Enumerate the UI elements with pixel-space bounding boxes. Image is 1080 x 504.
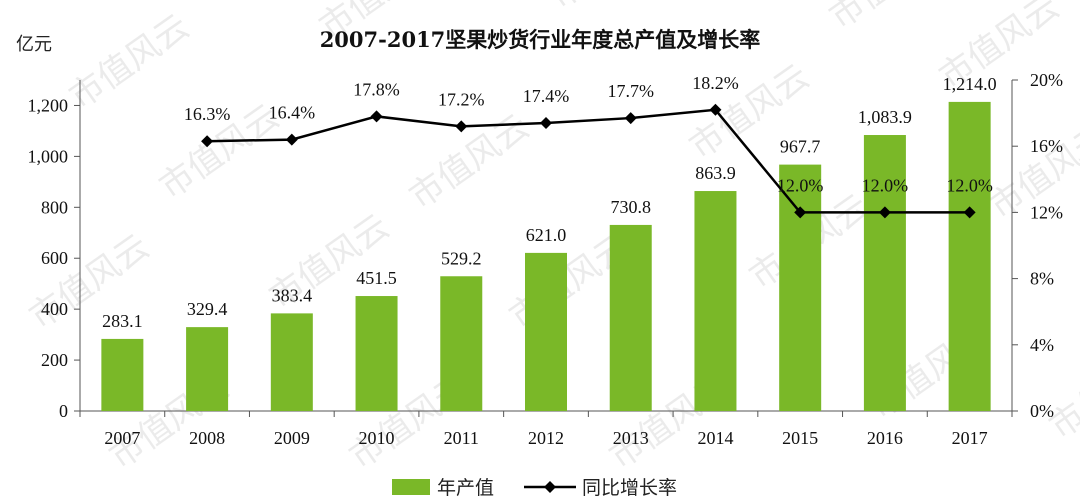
x-tick-label: 2012: [528, 428, 564, 448]
left-tick-label: 600: [41, 248, 68, 268]
line-value-label: 17.8%: [353, 79, 400, 99]
line-value-label: 16.3%: [184, 104, 231, 124]
left-tick-label: 200: [41, 350, 68, 370]
line-point-2014: [709, 103, 722, 116]
x-tick-label: 2014: [697, 428, 733, 448]
bar-value-label: 863.9: [695, 163, 736, 183]
line-value-label: 17.4%: [523, 86, 570, 106]
bar-2011: [440, 276, 483, 411]
line-value-labels: 16.3% 16.4% 17.8% 17.2% 17.4% 17.7% 18.2% 12.0%…: [184, 73, 993, 196]
x-tick-label: 2016: [867, 428, 903, 448]
x-tick-label: 2008: [189, 428, 225, 448]
x-tick-label: 2009: [274, 428, 310, 448]
left-y-axis: 0 200 400 600 800 1,000 1,200: [28, 80, 81, 421]
watermark-text: 市值风云: [542, 0, 676, 17]
x-tick-label: 2015: [782, 428, 818, 448]
x-tick-label: 2017: [952, 428, 988, 448]
left-tick-label: 0: [59, 401, 68, 421]
x-tick-label: 2011: [444, 428, 479, 448]
bar-series: [101, 101, 991, 412]
legend: 年产值 同比增长率: [392, 477, 677, 499]
chart-title: 2007-2017坚果炒货行业年度总产值及增长率: [320, 27, 761, 52]
bar-2015: [779, 164, 822, 411]
line-point-2012: [540, 117, 552, 130]
legend-label-line: 同比增长率: [582, 477, 677, 499]
left-tick-label: 1,000: [28, 146, 69, 166]
bar-value-label: 1,083.9: [858, 107, 912, 127]
bar-2016: [863, 135, 906, 411]
bar-2010: [355, 296, 398, 411]
legend-swatch-bar: [392, 479, 430, 495]
bar-value-label: 329.4: [187, 299, 228, 319]
line-value-label: 12.0%: [777, 175, 824, 195]
bar-2009: [270, 313, 313, 411]
right-tick-label: 16%: [1030, 136, 1063, 156]
line-point-2011: [455, 120, 468, 133]
bar-2014: [694, 191, 737, 411]
legend-label-bar: 年产值: [437, 477, 494, 499]
left-tick-label: 1,200: [28, 95, 69, 115]
x-tick-label: 2013: [613, 428, 649, 448]
bar-value-label: 621.0: [526, 225, 567, 245]
y-axis-unit-label: 亿元: [16, 34, 52, 55]
watermark-text: 市值风云: [62, 7, 196, 118]
x-axis: 2007 2008 2009 2010 2011 2012 2013 2014 2015 2016…: [79, 410, 1013, 448]
line-value-label: 18.2%: [692, 73, 739, 93]
bar-value-label: 529.2: [441, 248, 482, 268]
right-tick-label: 20%: [1030, 70, 1063, 90]
bar-value-label: 1,214.0: [943, 74, 997, 94]
line-value-label: 17.2%: [438, 89, 485, 109]
right-tick-label: 12%: [1030, 202, 1063, 222]
line-point-2017: [963, 206, 976, 219]
bar-2007: [101, 338, 144, 411]
right-tick-label: 8%: [1030, 269, 1054, 289]
right-y-axis: 0% 4% 8% 12% 16% 20%: [1011, 70, 1063, 421]
bar-2008: [186, 327, 229, 411]
line-value-label: 12.0%: [862, 175, 909, 195]
line-value-label: 12.0%: [946, 175, 993, 195]
line-point-2010: [370, 110, 383, 123]
bar-value-label: 451.5: [356, 268, 397, 288]
line-value-label: 17.7%: [607, 81, 654, 101]
growth-rate-line: [207, 108, 970, 214]
bar-value-label: 383.4: [272, 285, 313, 305]
left-tick-label: 400: [41, 299, 68, 319]
line-point-2008: [201, 135, 214, 148]
x-tick-label: 2007: [104, 428, 140, 448]
bar-value-label: 283.1: [102, 311, 143, 331]
x-tick-label: 2010: [359, 428, 395, 448]
bar-2017: [948, 101, 991, 412]
right-tick-label: 4%: [1030, 335, 1054, 355]
left-tick-label: 800: [41, 197, 68, 217]
legend-swatch-marker: [544, 481, 556, 493]
line-point-2013: [624, 112, 637, 125]
line-point-2015: [794, 206, 807, 219]
bar-2013: [609, 224, 652, 411]
line-series: [201, 103, 976, 219]
line-point-2009: [285, 133, 298, 146]
bar-value-labels: 283.1 329.4 383.4 451.5 529.2 621.0 730.8 863.9…: [102, 74, 997, 331]
bar-value-label: 730.8: [610, 197, 651, 217]
right-tick-label: 0%: [1030, 401, 1054, 421]
line-value-label: 16.4%: [269, 103, 316, 123]
watermark-text: 市值风云: [822, 0, 956, 37]
bar-2012: [525, 252, 567, 411]
bar-value-label: 967.7: [780, 137, 821, 157]
line-point-2016: [878, 206, 891, 219]
